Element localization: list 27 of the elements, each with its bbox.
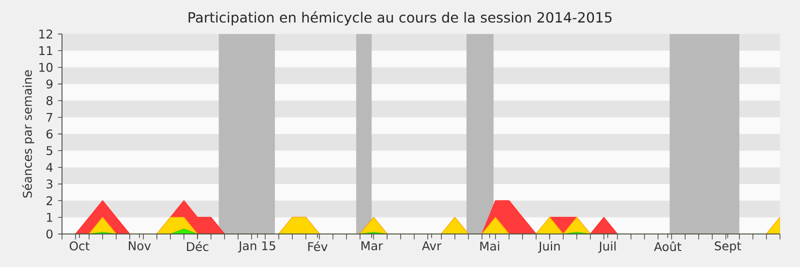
y-tick-label: 3 bbox=[46, 179, 52, 189]
y-axis-title: Séances par semaine bbox=[22, 70, 34, 198]
y-tick-label: 2 bbox=[46, 196, 52, 206]
y-tick-label: 12 bbox=[39, 30, 52, 38]
y-tick-label: 1 bbox=[46, 212, 52, 222]
x-tick-label: Déc bbox=[187, 241, 208, 252]
x-tick-label: Juin bbox=[538, 241, 560, 253]
x-tick-label: Juil bbox=[598, 241, 616, 253]
x-tick-label: Mai bbox=[480, 241, 500, 251]
y-tick-label: 9 bbox=[46, 79, 52, 89]
y-tick-label: 11 bbox=[39, 46, 52, 56]
y-tick-label: 10 bbox=[39, 62, 53, 72]
x-tick-label: Fév bbox=[308, 241, 328, 252]
x-tick-label: Août bbox=[654, 241, 682, 252]
x-tick-label: Sept bbox=[714, 241, 742, 253]
y-tick-label: 8 bbox=[46, 96, 52, 106]
y-tick-label: 4 bbox=[46, 162, 53, 172]
x-tick-label: Oct bbox=[70, 241, 90, 250]
y-tick-label: 5 bbox=[46, 146, 52, 156]
y-tick-label: 7 bbox=[46, 112, 52, 122]
chart-title: Participation en hémicycle au cours de la session 2014-2015 bbox=[188, 11, 612, 26]
x-tick-label: Avr bbox=[422, 241, 442, 250]
x-tick-label: Nov bbox=[128, 241, 151, 250]
x-tick-label: Mar bbox=[362, 241, 383, 250]
y-tick-label: 0 bbox=[46, 229, 53, 239]
y-tick-label: 6 bbox=[46, 129, 53, 139]
x-tick-label: Jan 15 bbox=[238, 241, 276, 253]
